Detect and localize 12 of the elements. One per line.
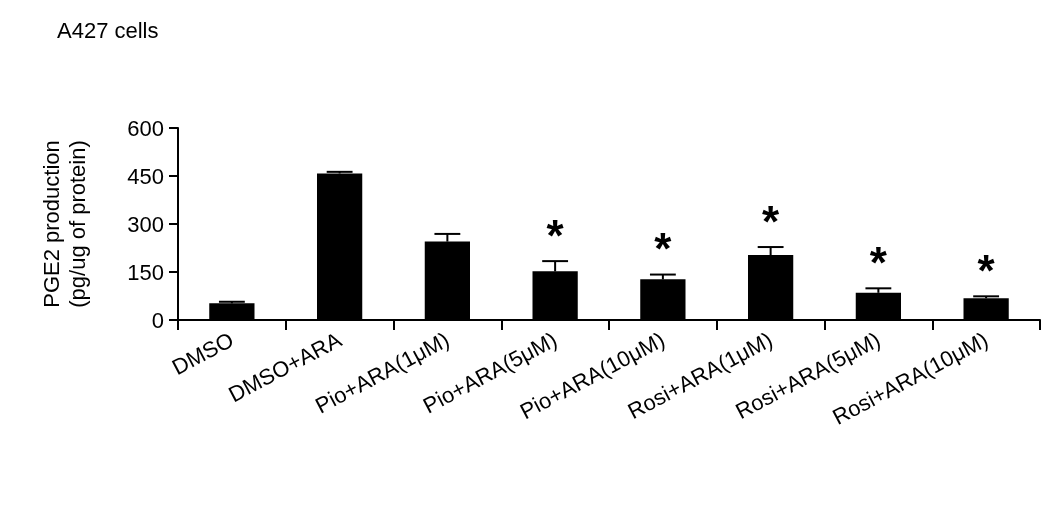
y-tick-label: 300: [127, 211, 164, 237]
annotation: *: [869, 237, 888, 287]
annotation: *: [546, 210, 565, 260]
chart-title: A427 cells: [57, 17, 159, 43]
y-axis-title: PGE2 production (pg/ug of protein): [38, 140, 90, 308]
y-tick-label: 0: [151, 307, 164, 333]
annotation: *: [762, 196, 781, 246]
annotation: *: [977, 245, 996, 295]
y-tick-label: 150: [127, 259, 164, 285]
y-tick-label: 450: [127, 163, 164, 189]
annotation: *: [654, 224, 673, 274]
y-tick-label: 600: [127, 115, 164, 141]
